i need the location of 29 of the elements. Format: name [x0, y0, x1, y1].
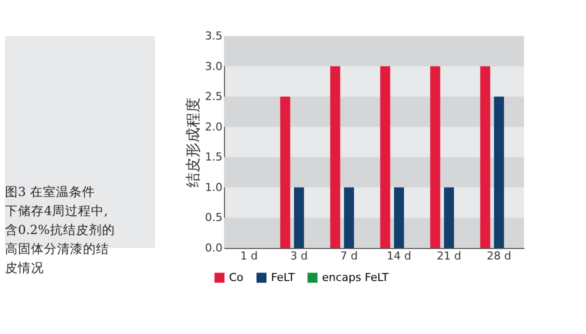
x-tick-label: 28 d: [486, 250, 512, 262]
x-tick-label: 1 d: [240, 250, 258, 262]
y-tick-label: 0.5: [205, 211, 222, 224]
y-tick-label: 3.0: [205, 60, 222, 73]
bar: [380, 66, 390, 248]
x-tick-label: 14 d: [386, 250, 412, 262]
y-axis-title: 结皮形成程度: [184, 98, 202, 188]
caption: 图3 在室温条件下储存4周过程中, 含0.2%抗结皮剂的高固体分清漆的结皮情况: [5, 184, 115, 275]
bar: [280, 96, 290, 248]
bar: [330, 66, 340, 248]
y-tick-label: 1.5: [205, 150, 222, 164]
y-tick-label: 1.0: [205, 180, 222, 194]
y-tick-label: 3.5: [205, 30, 222, 42]
x-tick-label: 21 d: [436, 250, 462, 262]
bar: [344, 187, 354, 248]
bar: [394, 187, 404, 248]
y-tick-label: 2.0: [205, 120, 222, 134]
bar: [294, 187, 304, 248]
x-tick-label: 3 d: [290, 250, 308, 262]
legend-label: FeLT: [271, 270, 296, 284]
x-tick-label: 7 d: [340, 250, 358, 262]
bar: [494, 96, 504, 248]
legend-label: Co: [229, 270, 244, 284]
bar: [480, 66, 490, 248]
legend-label: encaps FeLT: [322, 270, 389, 284]
bar: [444, 187, 454, 248]
bar: [430, 66, 440, 248]
y-tick-label: 0.0: [205, 242, 222, 254]
y-tick-label: 2.5: [205, 90, 222, 104]
